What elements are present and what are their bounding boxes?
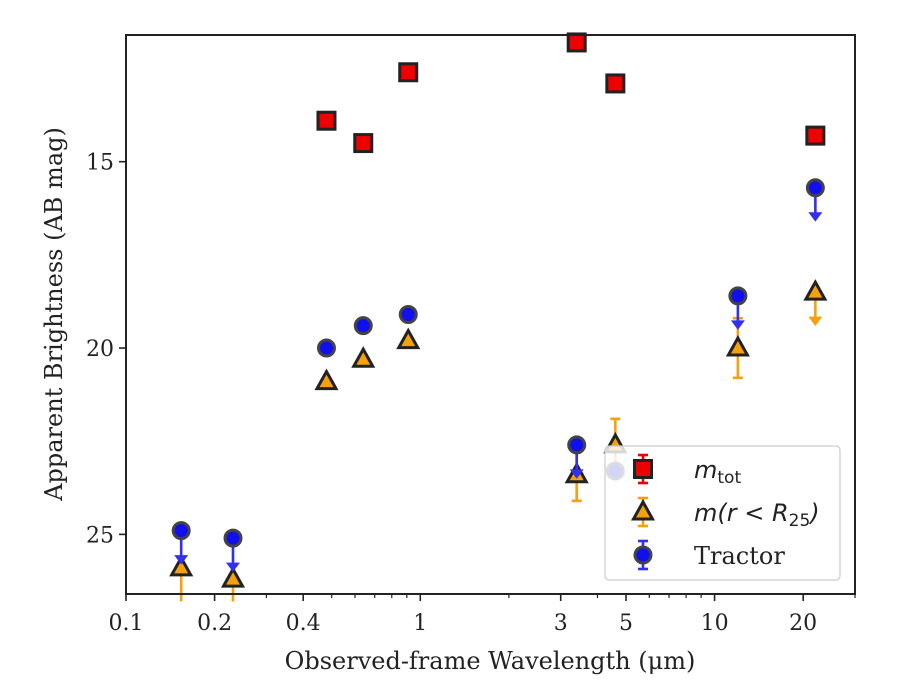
legend-label-tail: ) [808, 499, 819, 527]
data-point [803, 279, 828, 301]
data-point [396, 327, 421, 350]
legend-label: m(r < R25) [694, 499, 820, 531]
legend-label-sub: 25 [789, 511, 811, 531]
y-tick-label: 20 [86, 337, 114, 362]
x-tick-label: 3 [554, 611, 568, 636]
legend-label: mtot [694, 456, 741, 488]
legend-entry-m_r_lt_R25: m(r < R25) [630, 496, 820, 531]
data-point [314, 368, 339, 391]
legend-label-main: m(r < R [694, 499, 789, 527]
y-tick-label: 25 [86, 523, 114, 548]
x-tick-label: 0.1 [109, 611, 144, 636]
axes: 0.1 0.2 0.4 1 3 5 10 20 15 20 25 [86, 151, 856, 636]
y-axis-label: Apparent Brightness (AB mag) [40, 127, 68, 502]
data-point [223, 528, 243, 548]
data-point [725, 334, 750, 357]
data-point [566, 32, 587, 53]
data-point [398, 305, 418, 324]
x-tick-label: 10 [701, 611, 729, 636]
legend-label-main: Tractor [694, 542, 785, 570]
limit-arrow-head [730, 320, 745, 330]
legend-marker [633, 545, 653, 565]
legend-label-sub: tot [717, 468, 741, 488]
legend-box [604, 445, 841, 581]
limit-arrow-head [808, 316, 823, 326]
x-axis-label: Observed-frame Wavelength (μm) [285, 647, 696, 675]
limit-arrow-head [808, 212, 823, 222]
plot-frame [125, 34, 856, 595]
data-point [316, 110, 337, 131]
legend-label: Tractor [694, 542, 785, 570]
data-point [728, 286, 748, 306]
legend-label-main: m [694, 456, 717, 484]
data-point [605, 73, 626, 94]
legend-marker [630, 498, 656, 521]
legend: mtot m(r < R25) Tractor [604, 445, 841, 581]
data-point [171, 521, 191, 541]
data-point [398, 62, 419, 83]
legend-entry-m_tot: mtot [633, 453, 741, 488]
data-point [316, 338, 336, 358]
x-tick-label: 5 [619, 611, 633, 636]
legend-marker [633, 459, 653, 479]
series-m_tot [316, 32, 826, 154]
x-tick-label: 20 [789, 611, 817, 636]
y-tick-label: 15 [86, 151, 114, 176]
legend-entry-tractor: Tractor [633, 539, 785, 571]
data-point [220, 566, 246, 588]
x-tick-label: 0.2 [197, 611, 232, 636]
data-point [567, 435, 587, 455]
series-tractor [171, 178, 825, 572]
x-tick-label: 0.4 [286, 611, 321, 636]
x-tick-label: 1 [413, 611, 427, 636]
data-point [169, 554, 194, 577]
data-point [353, 316, 373, 336]
data-point [353, 133, 374, 154]
data-point [351, 346, 376, 368]
data-point [805, 125, 826, 146]
limit-arrow-head [569, 469, 584, 479]
limit-arrow-head [226, 562, 241, 572]
limit-arrow-head [174, 555, 189, 565]
data-point [805, 178, 825, 198]
